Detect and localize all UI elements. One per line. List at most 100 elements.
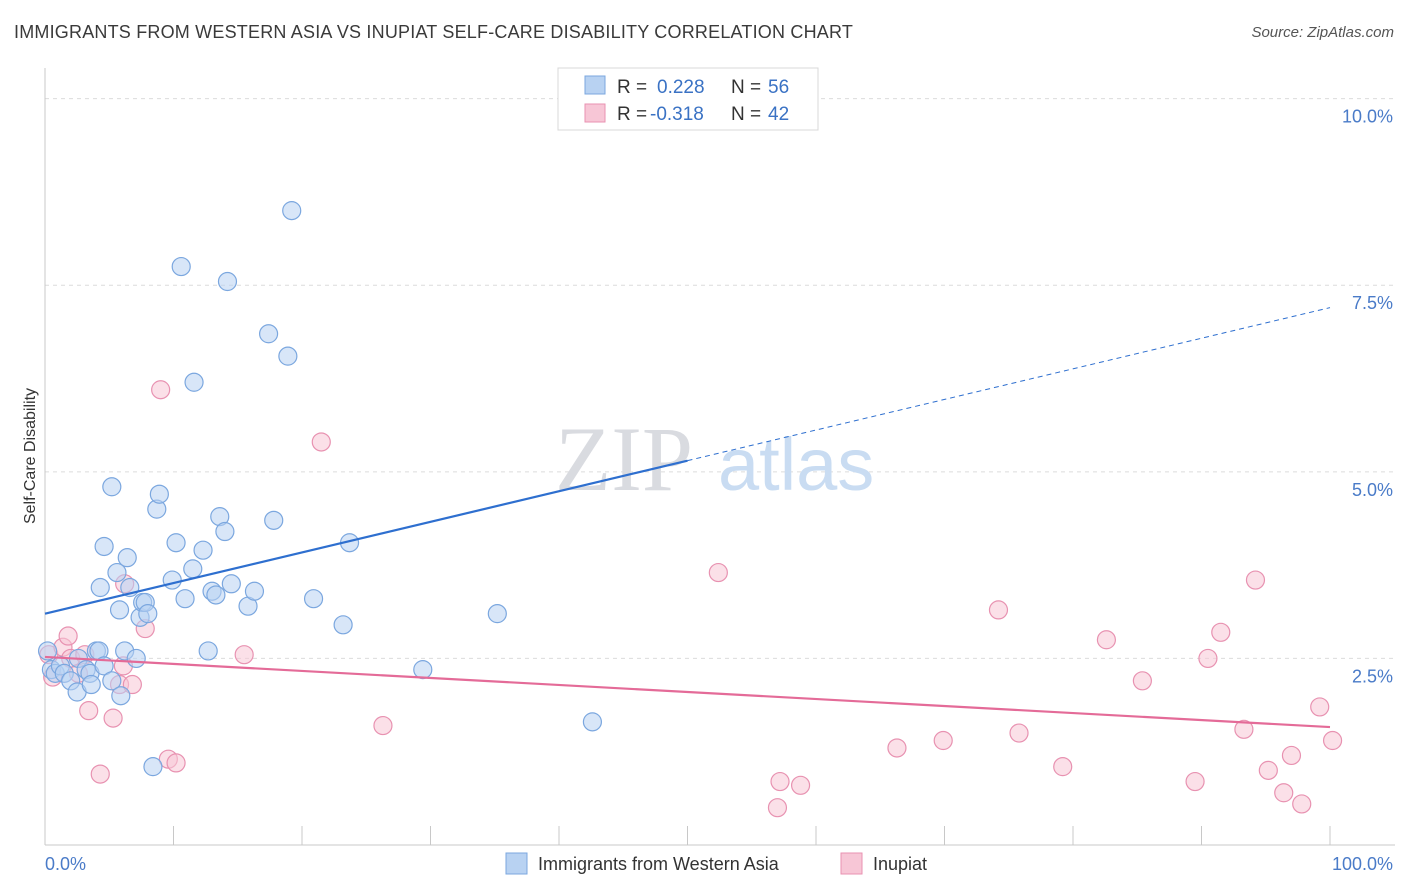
western-asia-point-10	[81, 674, 101, 695]
western-asia-point-49	[264, 510, 284, 530]
chart-source: Source: ZipAtlas.com	[1251, 24, 1394, 41]
western-asia-point-56	[487, 604, 507, 624]
western-asia-point-18	[102, 477, 122, 497]
bottom-legend-label-western-asia: Immigrants from Western Asia	[538, 854, 780, 874]
western-asia-point-32	[162, 570, 182, 590]
legend-swatch-pink	[584, 103, 606, 123]
legend-n-value-2: 42	[768, 104, 789, 125]
western-asia-point-51	[282, 201, 302, 221]
inupiat-point-3	[58, 626, 78, 646]
inupiat-point-40	[1292, 794, 1312, 814]
western-asia-point-35	[175, 589, 195, 609]
legend-n-label-2: N =	[731, 104, 761, 125]
inupiat-point-28	[1009, 723, 1029, 743]
watermark-atlas: atlas	[718, 423, 874, 506]
inupiat-point-33	[1198, 648, 1218, 669]
y-tick-label-2: 7.5%	[1352, 293, 1393, 313]
western-asia-point-47	[244, 581, 265, 601]
western-asia-point-44	[217, 271, 238, 292]
western-asia-point-16	[90, 577, 110, 598]
inupiat-point-27	[988, 600, 1009, 620]
bottom-legend-label-inupiat: Inupiat	[873, 854, 927, 874]
y-tick-label-0: 2.5%	[1352, 666, 1393, 686]
inupiat-point-24	[790, 775, 811, 795]
inupiat-point-18	[234, 645, 254, 665]
watermark-zip: ZIP	[555, 408, 693, 510]
inupiat-point-31	[1132, 671, 1152, 691]
trend-lines	[44, 307, 1331, 729]
legend-r-value-1: 0.228	[657, 77, 705, 98]
inupiat-point-21	[708, 562, 728, 583]
inupiat-point-15	[151, 380, 171, 400]
chart-title: IMMIGRANTS FROM WESTERN ASIA VS INUPIAT …	[14, 22, 854, 42]
inupiat-point-37	[1258, 760, 1278, 780]
legend-n-value-1: 56	[768, 77, 789, 98]
western-asia-point-34	[171, 256, 191, 277]
western-asia-point-24	[126, 648, 146, 669]
western-asia-point-50	[278, 346, 298, 366]
inupiat-point-13	[122, 674, 142, 695]
series-western-asia-points	[37, 201, 603, 777]
trend-line-western-asia	[44, 459, 688, 615]
trend-line-western-asia-extension	[687, 307, 1331, 462]
western-asia-point-17	[94, 536, 114, 557]
legend-r-value-2: -0.318	[650, 104, 704, 125]
western-asia-point-21	[111, 686, 131, 706]
inupiat-point-17	[166, 753, 186, 773]
western-asia-point-31	[149, 484, 169, 504]
y-tick-label-3: 10.0%	[1342, 107, 1393, 127]
inupiat-point-36	[1245, 570, 1266, 590]
western-asia-point-43	[215, 521, 235, 542]
inupiat-point-38	[1274, 783, 1294, 803]
inupiat-point-7	[79, 701, 99, 721]
western-asia-point-0	[37, 641, 58, 661]
trend-line-inupiat	[44, 655, 1331, 729]
western-asia-point-53	[333, 615, 353, 635]
western-asia-point-19	[107, 562, 127, 583]
western-asia-point-57	[582, 712, 603, 732]
legend-swatch-blue	[584, 75, 606, 95]
bottom-legend-swatch-blue	[505, 852, 528, 875]
western-asia-point-52	[303, 589, 324, 609]
tick-labels: 2.5% 5.0% 7.5% 10.0% 0.0% 100.0%	[45, 107, 1393, 874]
inupiat-point-8	[90, 764, 110, 784]
y-tick-label-1: 5.0%	[1352, 480, 1393, 500]
western-asia-point-29	[143, 757, 163, 777]
axes	[44, 68, 1395, 846]
inupiat-point-19	[311, 432, 331, 452]
western-asia-point-37	[184, 372, 204, 392]
western-asia-point-33	[166, 533, 186, 553]
inupiat-point-41	[1310, 697, 1330, 717]
x-tick-label-1: 100.0%	[1332, 854, 1393, 874]
western-asia-point-38	[193, 540, 213, 560]
inupiat-point-23	[767, 798, 788, 818]
western-asia-point-20	[109, 600, 130, 620]
inupiat-point-9	[103, 708, 123, 728]
inupiat-point-29	[1053, 757, 1073, 777]
western-asia-point-48	[258, 324, 279, 344]
legend-n-label-1: N =	[731, 77, 761, 98]
western-asia-point-14	[102, 671, 122, 691]
western-asia-point-45	[221, 574, 241, 594]
watermark: ZIP atlas	[555, 408, 874, 510]
inupiat-point-35	[1234, 719, 1254, 739]
correlation-legend: R = 0.228 N = 56 R = -0.318 N = 42	[557, 67, 819, 131]
inupiat-point-42	[1322, 730, 1343, 751]
inupiat-point-20	[373, 715, 393, 736]
inupiat-point-25	[887, 738, 907, 758]
inupiat-point-26	[933, 730, 953, 751]
western-asia-point-39	[198, 641, 218, 661]
bottom-legend-swatch-pink	[840, 852, 863, 875]
legend-r-label-2: R =	[617, 104, 647, 125]
inupiat-point-22	[770, 771, 790, 792]
western-asia-point-55	[413, 660, 433, 680]
inupiat-point-39	[1281, 745, 1302, 766]
western-asia-point-36	[183, 559, 203, 579]
inupiat-point-32	[1185, 771, 1205, 792]
inupiat-point-30	[1096, 630, 1117, 650]
western-asia-point-28	[138, 604, 158, 624]
legend-r-label-1: R =	[617, 77, 647, 98]
series-legend: Immigrants from Western Asia Inupiat	[505, 852, 927, 875]
western-asia-point-22	[117, 548, 137, 568]
